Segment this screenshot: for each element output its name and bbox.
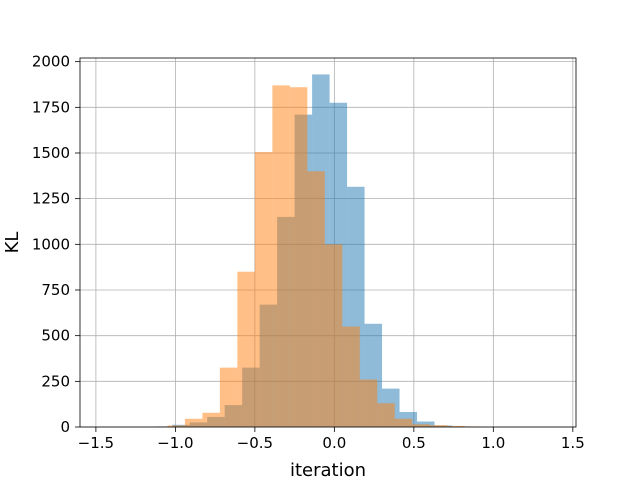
x-axis-label: iteration [290, 460, 366, 480]
histogram-bar-series-2 [429, 425, 448, 427]
x-tick-label: −1.5 [78, 434, 114, 452]
x-tick-label: 0.0 [322, 434, 346, 452]
histogram-bar-series-2 [272, 85, 290, 427]
histogram-bar-series-2 [307, 171, 325, 427]
histogram-bar-series-2 [412, 424, 430, 427]
y-tick-label: 1000 [32, 235, 70, 253]
x-tick-label: −0.5 [237, 434, 273, 452]
histogram-bar-series-2 [219, 367, 238, 427]
histogram-bar-series-2 [324, 244, 343, 427]
x-tick-label: 1.0 [481, 434, 505, 452]
axis-ticks: −1.5 −1.0 −0.5 0.0 0.5 1.0 1.5 0 250 500 750 1000 12… [32, 53, 585, 452]
histogram-bar-series-2 [202, 412, 220, 427]
histogram-bars [154, 74, 483, 428]
y-tick-label: 1250 [32, 190, 70, 208]
histogram-bar-series-2 [254, 152, 273, 428]
histogram-bar-series-2 [394, 418, 413, 427]
plot-frame [79, 57, 577, 428]
y-tick-label: 2000 [32, 53, 70, 71]
histogram-bar-series-2 [359, 379, 378, 427]
histogram-bar-series-2 [237, 271, 255, 427]
histogram-bar-series-2 [342, 326, 360, 427]
y-tick-label: 0 [60, 418, 70, 436]
histogram-bar-series-2 [289, 87, 308, 427]
y-axis-label: KL [2, 232, 23, 254]
x-tick-label: 0.5 [402, 434, 426, 452]
y-tick-label: 250 [41, 372, 70, 390]
y-tick-label: 1500 [32, 144, 70, 162]
y-tick-label: 1750 [32, 98, 70, 116]
histogram-bar-series-2 [167, 425, 185, 427]
histogram-bar-series-2 [377, 403, 395, 427]
y-tick-label: 750 [41, 281, 70, 299]
histogram-bar-series-2 [447, 425, 465, 427]
x-tick-label: 1.5 [561, 434, 585, 452]
x-tick-label: −1.0 [157, 434, 193, 452]
histogram-bar-series-2 [184, 418, 203, 427]
y-tick-label: 500 [41, 327, 70, 345]
